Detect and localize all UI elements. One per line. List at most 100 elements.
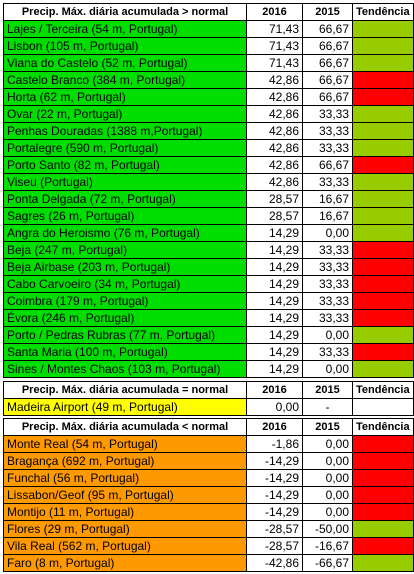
trend-down-cell[interactable]: [352, 537, 414, 555]
trend-up-cell[interactable]: [352, 360, 414, 378]
value-2015-cell[interactable]: -50,00: [302, 520, 353, 538]
station-cell[interactable]: Angra do Heroismo (76 m, Portugal): [3, 224, 247, 242]
value-2015-cell[interactable]: 0,00: [302, 486, 353, 504]
value-2015-cell[interactable]: -: [302, 398, 353, 416]
section-header[interactable]: Precip. Máx. diária acumulada > normal: [3, 3, 247, 21]
trend-down-cell[interactable]: [352, 71, 414, 89]
station-cell[interactable]: Castelo Branco (384 m, Portugal): [3, 71, 247, 89]
value-2016-cell[interactable]: 14,29: [246, 241, 303, 259]
column-2016-header[interactable]: 2016: [246, 381, 303, 399]
section-header[interactable]: Precip. Máx. diária acumulada < normal: [3, 418, 247, 436]
value-2015-cell[interactable]: 33,33: [302, 309, 353, 327]
value-2015-cell[interactable]: 66,67: [302, 156, 353, 174]
value-2016-cell[interactable]: 0,00: [246, 398, 303, 416]
value-2015-cell[interactable]: 33,33: [302, 139, 353, 157]
station-cell[interactable]: Viseu (Portugal): [3, 173, 247, 191]
station-cell[interactable]: Horta (62 m, Portugal): [3, 88, 247, 106]
station-cell[interactable]: Monte Real (54 m, Portugal): [3, 435, 247, 453]
value-2016-cell[interactable]: -14,29: [246, 469, 303, 487]
value-2015-cell[interactable]: -66,67: [302, 554, 353, 572]
value-2015-cell[interactable]: 66,67: [302, 20, 353, 38]
trend-down-cell[interactable]: [352, 258, 414, 276]
station-cell[interactable]: Porto / Pedras Rubras (77 m, Portugal): [3, 326, 247, 344]
value-2015-cell[interactable]: 33,33: [302, 275, 353, 293]
value-2016-cell[interactable]: 42,86: [246, 71, 303, 89]
value-2016-cell[interactable]: 14,29: [246, 309, 303, 327]
station-cell[interactable]: Funchal (56 m, Portugal): [3, 469, 247, 487]
value-2016-cell[interactable]: 42,86: [246, 173, 303, 191]
value-2016-cell[interactable]: 42,86: [246, 156, 303, 174]
trend-down-cell[interactable]: [352, 309, 414, 327]
value-2016-cell[interactable]: 71,43: [246, 20, 303, 38]
station-cell[interactable]: Lissabon/Geof (95 m, Portugal): [3, 486, 247, 504]
station-cell[interactable]: Coimbra (179 m, Portugal): [3, 292, 247, 310]
column-2015-header[interactable]: 2015: [302, 381, 353, 399]
value-2016-cell[interactable]: -28,57: [246, 537, 303, 555]
trend-down-cell[interactable]: [352, 292, 414, 310]
value-2016-cell[interactable]: 71,43: [246, 54, 303, 72]
station-cell[interactable]: Flores (29 m, Portugal): [3, 520, 247, 538]
value-2016-cell[interactable]: -14,29: [246, 486, 303, 504]
trend-up-cell[interactable]: [352, 207, 414, 225]
trend-down-cell[interactable]: [352, 452, 414, 470]
value-2016-cell[interactable]: 42,86: [246, 122, 303, 140]
station-cell[interactable]: Portalegre (590 m, Portugal): [3, 139, 247, 157]
station-cell[interactable]: Montijo (11 m, Portugal): [3, 503, 247, 521]
trend-up-cell[interactable]: [352, 54, 414, 72]
value-2015-cell[interactable]: 33,33: [302, 173, 353, 191]
station-cell[interactable]: Madeira Airport (49 m, Portugal): [3, 398, 247, 416]
trend-up-cell[interactable]: [352, 37, 414, 55]
column-trend-header[interactable]: Tendência: [352, 381, 414, 399]
trend-up-cell[interactable]: [352, 190, 414, 208]
value-2016-cell[interactable]: 14,29: [246, 258, 303, 276]
station-cell[interactable]: Évora (246 m, Portugal): [3, 309, 247, 327]
value-2016-cell[interactable]: 14,29: [246, 224, 303, 242]
value-2016-cell[interactable]: 42,86: [246, 139, 303, 157]
value-2015-cell[interactable]: 0,00: [302, 452, 353, 470]
value-2015-cell[interactable]: 0,00: [302, 360, 353, 378]
value-2015-cell[interactable]: 33,33: [302, 292, 353, 310]
value-2015-cell[interactable]: 33,33: [302, 105, 353, 123]
value-2016-cell[interactable]: -14,29: [246, 503, 303, 521]
value-2015-cell[interactable]: 16,67: [302, 207, 353, 225]
station-cell[interactable]: Vila Real (562 m, Portugal): [3, 537, 247, 555]
value-2015-cell[interactable]: 33,33: [302, 122, 353, 140]
column-2015-header[interactable]: 2015: [302, 418, 353, 436]
station-cell[interactable]: Faro (8 m, Portugal): [3, 554, 247, 572]
station-cell[interactable]: Porto Santo (82 m, Portugal): [3, 156, 247, 174]
value-2015-cell[interactable]: 16,67: [302, 190, 353, 208]
station-cell[interactable]: Beja (247 m, Portugal): [3, 241, 247, 259]
value-2015-cell[interactable]: 66,67: [302, 54, 353, 72]
value-2015-cell[interactable]: 0,00: [302, 326, 353, 344]
value-2016-cell[interactable]: 14,29: [246, 326, 303, 344]
trend-up-cell[interactable]: [352, 105, 414, 123]
value-2015-cell[interactable]: 0,00: [302, 469, 353, 487]
trend-none-cell[interactable]: [352, 398, 414, 416]
trend-down-cell[interactable]: [352, 241, 414, 259]
station-cell[interactable]: Lajes / Terceira (54 m, Portugal): [3, 20, 247, 38]
column-2016-header[interactable]: 2016: [246, 418, 303, 436]
value-2016-cell[interactable]: -1,86: [246, 435, 303, 453]
station-cell[interactable]: Ponta Delgada (72 m, Portugal): [3, 190, 247, 208]
station-cell[interactable]: Ovar (22 m, Portugal): [3, 105, 247, 123]
trend-up-cell[interactable]: [352, 20, 414, 38]
trend-down-cell[interactable]: [352, 156, 414, 174]
trend-down-cell[interactable]: [352, 435, 414, 453]
value-2015-cell[interactable]: 66,67: [302, 71, 353, 89]
value-2015-cell[interactable]: 33,33: [302, 241, 353, 259]
station-cell[interactable]: Lisbon (105 m, Portugal): [3, 37, 247, 55]
value-2015-cell[interactable]: 0,00: [302, 224, 353, 242]
value-2016-cell[interactable]: 42,86: [246, 105, 303, 123]
trend-down-cell[interactable]: [352, 275, 414, 293]
column-trend-header[interactable]: Tendência: [352, 418, 414, 436]
value-2016-cell[interactable]: -28,57: [246, 520, 303, 538]
value-2016-cell[interactable]: -14,29: [246, 452, 303, 470]
value-2016-cell[interactable]: -42,86: [246, 554, 303, 572]
station-cell[interactable]: Sines / Montes Chaos (103 m, Portugal): [3, 360, 247, 378]
station-cell[interactable]: Bragança (692 m, Portugal): [3, 452, 247, 470]
trend-up-cell[interactable]: [352, 326, 414, 344]
value-2015-cell[interactable]: 66,67: [302, 88, 353, 106]
trend-up-cell[interactable]: [352, 554, 414, 572]
value-2016-cell[interactable]: 42,86: [246, 88, 303, 106]
value-2016-cell[interactable]: 14,29: [246, 360, 303, 378]
